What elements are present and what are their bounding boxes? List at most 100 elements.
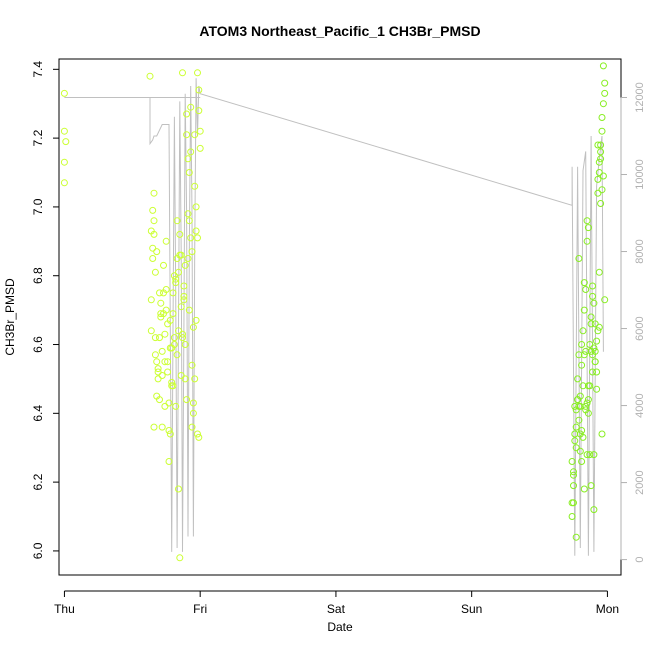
y2-tick-label: 8000 [634, 239, 646, 263]
data-point [194, 69, 201, 77]
y2-tick-label: 4000 [634, 393, 646, 417]
data-point [587, 482, 595, 490]
data-point [597, 155, 605, 163]
data-point [595, 158, 603, 166]
data-point [194, 430, 201, 438]
y-tick-label: 6.6 [31, 336, 45, 353]
data-point [586, 451, 594, 459]
y2-tick-label: 10000 [634, 159, 646, 190]
data-point [180, 296, 188, 304]
data-point [161, 402, 169, 410]
data-point [586, 341, 594, 348]
data-point [595, 169, 603, 176]
data-point [157, 299, 165, 307]
data-point [170, 334, 178, 342]
data-point [154, 365, 162, 373]
data-point [187, 234, 195, 242]
data-point [196, 144, 204, 152]
data-point [594, 141, 602, 149]
data-point [594, 327, 602, 335]
data-point [580, 351, 588, 359]
altitude-line-layer [64, 78, 604, 556]
data-point [189, 399, 197, 407]
data-point [165, 399, 173, 407]
data-point [177, 303, 185, 311]
data-point [168, 382, 176, 390]
data-point [574, 396, 582, 404]
data-point [589, 282, 596, 290]
data-point [601, 79, 609, 87]
data-point [172, 275, 180, 283]
data-point [168, 378, 176, 386]
data-point [166, 344, 174, 352]
data-point [570, 468, 577, 476]
data-point [597, 200, 605, 207]
data-point [192, 203, 200, 211]
data-point [162, 237, 170, 245]
data-point [192, 227, 200, 235]
data-point [158, 347, 166, 355]
data-point [594, 189, 602, 197]
data-point [583, 451, 591, 459]
data-point [192, 316, 200, 324]
data-point [196, 127, 204, 135]
data-point [160, 310, 167, 318]
data-point [173, 217, 181, 225]
data-point [568, 513, 576, 520]
data-point [580, 306, 588, 314]
data-point [156, 289, 163, 297]
data-point [157, 310, 165, 318]
data-point [589, 368, 596, 376]
data-point [147, 296, 155, 304]
data-point [575, 351, 583, 359]
data-point [147, 327, 155, 335]
data-point [176, 554, 184, 562]
data-point [184, 210, 192, 218]
x-tick-label: Sat [327, 602, 346, 616]
y2-tick-label: 2000 [634, 470, 646, 494]
chart-title: ATOM3 Northeast_Pacific_1 CH3Br_PMSD [199, 23, 480, 39]
data-point [598, 114, 606, 121]
data-point [175, 268, 182, 276]
y2-tick-label: 12000 [634, 82, 646, 113]
data-point [165, 458, 173, 465]
data-point [195, 107, 203, 115]
data-point [183, 131, 191, 139]
data-point [595, 323, 603, 331]
y-tick-label: 7.2 [31, 129, 45, 146]
data-point [166, 430, 174, 438]
data-point [575, 255, 583, 262]
data-point [568, 458, 576, 465]
data-point [191, 131, 199, 139]
data-point [172, 402, 180, 410]
x-axis-label: Date [327, 620, 353, 634]
data-point [594, 175, 602, 183]
data-point [156, 396, 163, 404]
data-point [571, 437, 579, 445]
data-point [185, 306, 193, 314]
data-point [180, 282, 188, 290]
data-point [170, 272, 178, 280]
data-point [601, 296, 609, 304]
data-point [188, 423, 196, 431]
data-point [166, 316, 174, 324]
data-point [578, 427, 586, 434]
data-point [599, 62, 607, 70]
data-point [162, 286, 170, 293]
data-point [583, 399, 591, 407]
data-point [571, 402, 579, 410]
data-point [579, 382, 587, 390]
data-point [183, 110, 191, 118]
data-point [175, 485, 182, 493]
data-point [170, 341, 178, 348]
data-point [582, 347, 590, 355]
data-point [184, 255, 192, 262]
data-point [189, 409, 197, 417]
y-tick-label: 7.0 [31, 198, 45, 215]
data-point [181, 261, 189, 269]
data-point [151, 334, 159, 342]
data-point [175, 327, 182, 335]
data-point [181, 375, 189, 383]
data-point [188, 248, 196, 256]
